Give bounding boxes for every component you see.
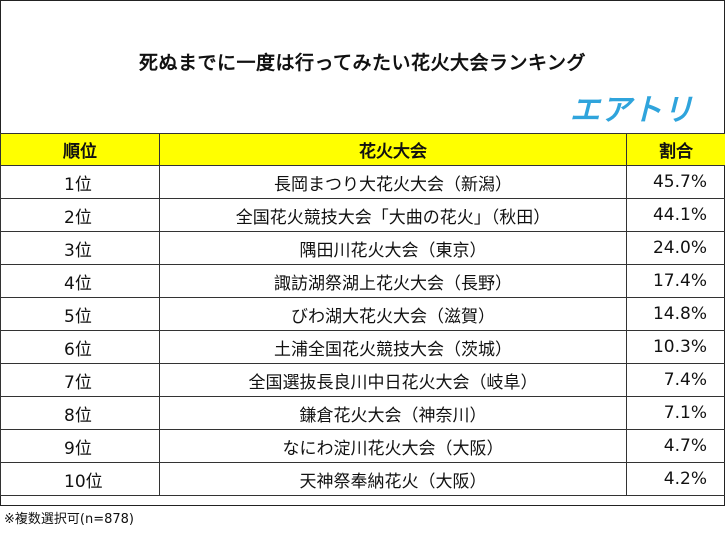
rank-cell: 10位 [0, 462, 160, 496]
rank-cell: 9位 [0, 429, 160, 463]
table-row: 8位 鎌倉花火大会（神奈川） 7.1% [0, 396, 725, 430]
header-name: 花火大会 [159, 133, 627, 166]
name-cell: 鎌倉花火大会（神奈川） [159, 396, 627, 430]
name-cell: 隅田川花火大会（東京） [159, 231, 627, 265]
name-cell: びわ湖大花火大会（滋賀） [159, 297, 627, 331]
name-cell: 天神祭奉納花火（大阪） [159, 462, 627, 496]
ranking-table: 順位 花火大会 割合 1位 長岡まつり大花火大会（新潟） 45.7% 2位 全国花火競技… [0, 133, 725, 496]
name-cell: なにわ淀川花火大会（大阪） [159, 429, 627, 463]
chart-title: 死ぬまでに一度は行ってみたい花火大会ランキング [139, 52, 586, 74]
share-cell: 44.1% [626, 198, 725, 232]
header-rank: 順位 [0, 133, 160, 166]
name-cell: 全国選抜長良川中日花火大会（岐阜） [159, 363, 627, 397]
header-share: 割合 [626, 133, 725, 166]
table-row: 6位 土浦全国花火競技大会（茨城） 10.3% [0, 330, 725, 364]
name-cell: 諏訪湖祭湖上花火大会（長野） [159, 264, 627, 298]
table-row: 10位 天神祭奉納花火（大阪） 4.2% [0, 462, 725, 496]
rank-cell: 8位 [0, 396, 160, 430]
rank-cell: 7位 [0, 363, 160, 397]
rank-cell: 2位 [0, 198, 160, 232]
table-row: 1位 長岡まつり大花火大会（新潟） 45.7% [0, 165, 725, 199]
table-row: 3位 隅田川花火大会（東京） 24.0% [0, 231, 725, 265]
footnote: ※複数選択可(n=878) [4, 512, 134, 527]
name-cell: 長岡まつり大花火大会（新潟） [159, 165, 627, 199]
share-cell: 4.7% [626, 429, 725, 463]
share-cell: 4.2% [626, 462, 725, 496]
share-cell: 17.4% [626, 264, 725, 298]
rank-cell: 6位 [0, 330, 160, 364]
rank-cell: 5位 [0, 297, 160, 331]
rank-cell: 4位 [0, 264, 160, 298]
table-row: 7位 全国選抜長良川中日花火大会（岐阜） 7.4% [0, 363, 725, 397]
name-cell: 全国花火競技大会「大曲の花火」（秋田） [159, 198, 627, 232]
share-cell: 10.3% [626, 330, 725, 364]
rank-cell: 3位 [0, 231, 160, 265]
share-cell: 7.4% [626, 363, 725, 397]
header-row: 順位 花火大会 割合 [0, 133, 725, 166]
table-row: 5位 びわ湖大花火大会（滋賀） 14.8% [0, 297, 725, 331]
table-row: 2位 全国花火競技大会「大曲の花火」（秋田） 44.1% [0, 198, 725, 232]
table-row: 4位 諏訪湖祭湖上花火大会（長野） 17.4% [0, 264, 725, 298]
share-cell: 7.1% [626, 396, 725, 430]
share-cell: 14.8% [626, 297, 725, 331]
rank-cell: 1位 [0, 165, 160, 199]
name-cell: 土浦全国花火競技大会（茨城） [159, 330, 627, 364]
share-cell: 45.7% [626, 165, 725, 199]
table-row: 9位 なにわ淀川花火大会（大阪） 4.7% [0, 429, 725, 463]
share-cell: 24.0% [626, 231, 725, 265]
airtrip-logo: エアトリ [570, 93, 694, 128]
